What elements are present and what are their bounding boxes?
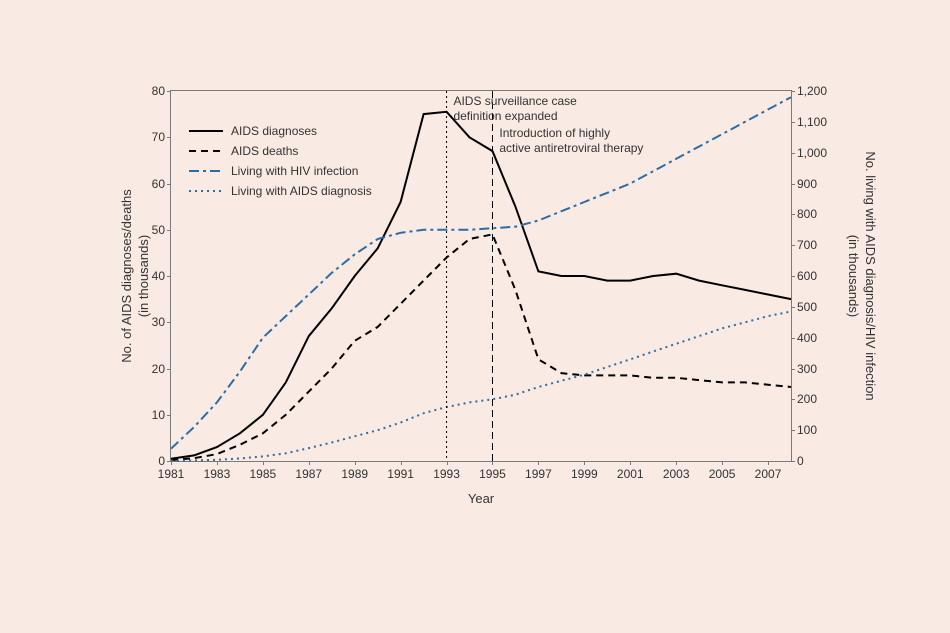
y-left-label-line1: No. of AIDS diagnoses/deaths	[119, 189, 134, 362]
legend-swatch	[189, 144, 223, 158]
series-line	[171, 312, 791, 461]
y-right-label-line2: (in thousands)	[846, 235, 861, 317]
legend-label: AIDS deaths	[231, 144, 298, 158]
y-right-tick-label: 1,100	[791, 115, 827, 129]
legend-label: AIDS diagnoses	[231, 124, 317, 138]
legend-swatch	[189, 164, 223, 178]
annotation-label-surveillance: AIDS surveillance casedefinition expande…	[453, 94, 576, 124]
annotation-label-haart: Introduction of highlyactive antiretrovi…	[499, 126, 643, 156]
legend: AIDS diagnoses AIDS deaths Living with HIV…	[189, 121, 372, 201]
series-line	[171, 234, 791, 460]
legend-swatch	[189, 184, 223, 198]
legend-item: AIDS diagnoses	[189, 121, 372, 141]
legend-swatch	[189, 124, 223, 138]
x-axis-label: Year	[468, 491, 494, 506]
y-axis-right-label: No. living with AIDS diagnosis/HIV infec…	[844, 151, 878, 400]
y-axis-left-label: No. of AIDS diagnoses/deaths (in thousan…	[119, 189, 153, 362]
legend-item: Living with AIDS diagnosis	[189, 181, 372, 201]
legend-label: Living with AIDS diagnosis	[231, 184, 372, 198]
y-left-label-line2: (in thousands)	[136, 235, 151, 317]
legend-item: AIDS deaths	[189, 141, 372, 161]
y-right-tick-label: 1,200	[791, 84, 827, 98]
legend-item: Living with HIV infection	[189, 161, 372, 181]
y-right-label-line1: No. living with AIDS diagnosis/HIV infec…	[863, 151, 878, 400]
chart-container: AIDS diagnoses AIDS deaths Living with HIV…	[100, 60, 850, 540]
y-right-tick-label: 1,000	[791, 146, 827, 160]
plot-area: AIDS diagnoses AIDS deaths Living with HIV…	[170, 90, 792, 462]
legend-label: Living with HIV infection	[231, 164, 358, 178]
